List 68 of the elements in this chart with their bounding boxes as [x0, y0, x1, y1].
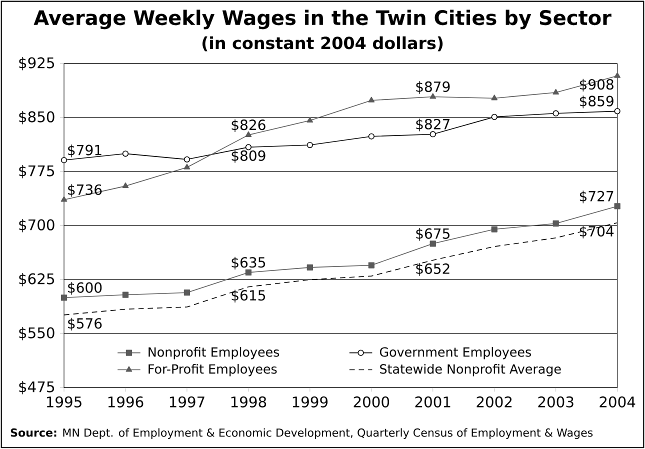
data-label: $908 — [580, 78, 614, 92]
data-label: $859 — [580, 96, 614, 108]
data-label: $809 — [232, 150, 266, 163]
data-label: $600 — [68, 282, 102, 295]
point — [614, 72, 620, 78]
chart-title: Average Weekly Wages in the Twin Cities by Sector — [34, 10, 612, 30]
point — [614, 108, 620, 114]
chart-subtitle: (in constant 2004 dollars) — [202, 36, 443, 52]
x-tick-label: 2001 — [415, 396, 450, 408]
x-tick-label: 2002 — [476, 396, 512, 408]
point — [430, 240, 436, 247]
point — [552, 88, 560, 94]
data-label: $826 — [232, 119, 266, 132]
data-label: $879 — [416, 81, 450, 94]
point — [552, 110, 559, 116]
x-tick-label: 2003 — [538, 396, 574, 408]
y-tick-label: $700 — [19, 219, 54, 232]
point — [491, 226, 498, 232]
point — [368, 96, 375, 102]
data-label: $827 — [416, 118, 450, 132]
point — [184, 164, 190, 170]
x-tick-label: 1998 — [231, 396, 266, 408]
point — [245, 144, 252, 150]
data-label: $615 — [232, 290, 266, 302]
x-tick-label: 2000 — [354, 396, 390, 408]
data-label: $635 — [232, 256, 266, 270]
point — [122, 150, 129, 157]
point — [60, 196, 68, 202]
legend-label: Nonprofit Employees — [148, 346, 280, 360]
point — [430, 131, 436, 138]
point — [245, 269, 252, 276]
point — [614, 203, 620, 210]
data-label: $791 — [68, 144, 102, 158]
x-tick-label: 2004 — [600, 396, 636, 408]
point — [184, 156, 190, 162]
point — [491, 114, 498, 120]
point — [552, 220, 559, 227]
data-label: $652 — [416, 263, 450, 276]
point — [60, 294, 68, 301]
legend-label: Statewide Nonprofit Average — [380, 364, 561, 376]
point — [368, 262, 374, 268]
point — [122, 292, 129, 298]
x-tick-label: 1996 — [108, 396, 144, 408]
text: Source: MN Dept. of Employment & Economic Development, Quarterly Census of Employment & Wages — [10, 428, 593, 439]
point — [306, 264, 313, 270]
point — [306, 142, 313, 148]
x-tick-label: 1997 — [170, 396, 204, 408]
y-tick-label: $475 — [19, 381, 54, 394]
point — [122, 182, 129, 188]
y-tick-label: $775 — [19, 165, 54, 178]
point — [368, 133, 374, 140]
y-tick-label: $850 — [19, 111, 54, 124]
x-tick-label: 1995 — [46, 396, 82, 408]
y-tick-label: $925 — [19, 57, 54, 70]
y-tick-label: $625 — [19, 273, 54, 286]
legend-label: For-Profit Employees — [148, 364, 277, 376]
data-label: $675 — [416, 228, 450, 241]
x-tick-label: 1999 — [292, 396, 328, 408]
data-label: $704 — [580, 226, 614, 238]
data-label: $727 — [580, 190, 614, 204]
data-label: $736 — [68, 184, 102, 197]
y-tick-label: $550 — [19, 327, 54, 340]
legend-label: Government Employees — [380, 346, 531, 360]
point — [491, 94, 498, 100]
point — [184, 290, 190, 296]
point — [306, 116, 314, 123]
data-label: $576 — [68, 318, 102, 331]
point — [60, 157, 68, 164]
